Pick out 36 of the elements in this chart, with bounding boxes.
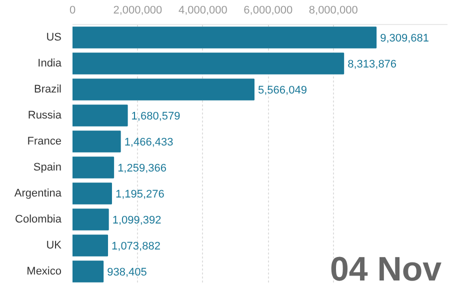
x-tick-label: 8,000,000 — [308, 4, 358, 16]
y-tick-label: France — [27, 136, 62, 148]
data-label: 1,680,579 — [131, 110, 180, 122]
bar — [72, 208, 109, 230]
data-label: 1,073,882 — [112, 240, 160, 252]
annotation: 04 Nov — [330, 250, 442, 288]
x-tick-label: 4,000,000 — [178, 4, 228, 16]
y-tick-label: Russia — [28, 110, 62, 122]
y-tick-label: Colombia — [15, 214, 62, 226]
data-label: 1,195,276 — [115, 188, 164, 200]
bar — [72, 130, 121, 152]
data-label: 5,566,049 — [258, 84, 307, 96]
y-tick-label: India — [38, 58, 62, 70]
data-label: 1,099,392 — [112, 214, 162, 226]
bar — [72, 234, 108, 256]
data-label: 8,313,876 — [348, 58, 397, 70]
y-tick-label: Brazil — [34, 84, 62, 96]
x-tick-label: 0 — [69, 4, 76, 16]
x-tick-label: 2,000,000 — [113, 4, 162, 16]
y-tick-label: Argentina — [14, 188, 62, 200]
data-label: 1,259,366 — [118, 162, 167, 174]
x-tick-label: 6,000,000 — [244, 4, 293, 16]
y-tick-label: US — [46, 32, 62, 44]
bar — [72, 260, 104, 282]
y-tick-label: UK — [46, 240, 62, 252]
bar — [72, 104, 128, 126]
y-tick-label: Mexico — [26, 266, 62, 278]
bar — [72, 78, 254, 100]
data-label: 1,466,433 — [124, 136, 174, 148]
bar — [72, 182, 112, 204]
y-tick-label: Spain — [33, 162, 62, 174]
bar — [72, 52, 344, 74]
data-label: 938,405 — [107, 266, 147, 278]
data-label: 9,309,681 — [380, 32, 430, 44]
bar — [72, 156, 114, 178]
bar — [72, 26, 377, 48]
